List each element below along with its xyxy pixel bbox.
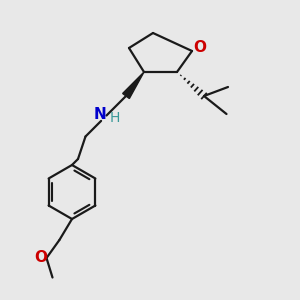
Text: O: O bbox=[193, 40, 206, 56]
Text: O: O bbox=[34, 250, 47, 265]
Polygon shape bbox=[123, 72, 144, 98]
Text: N: N bbox=[94, 107, 106, 122]
Text: H: H bbox=[110, 111, 120, 125]
